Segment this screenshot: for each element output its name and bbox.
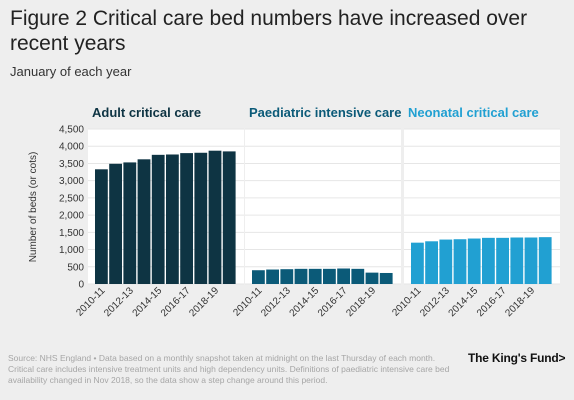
x-tick-label: 2014-15 [131,285,165,319]
source-note: Source: NHS England • Data based on a mo… [8,353,450,385]
x-tick-label: 2014-15 [288,285,322,319]
bar [496,237,509,284]
x-tick-label: 2010-11 [231,285,265,319]
bar [137,159,151,284]
bar [109,163,122,284]
panel-title: Adult critical care [92,105,201,120]
x-tick-label: 2012-13 [102,285,136,319]
bar [379,272,393,284]
bar [151,154,165,284]
bar [453,239,467,284]
bar [411,242,424,284]
x-tick-label: 2012-13 [418,285,452,319]
panel-title: Neonatal critical care [408,105,539,120]
x-tick-label: 2010-11 [390,285,424,319]
bar [510,237,524,284]
y-tick-label: 2,500 [59,193,84,204]
bar [439,239,453,284]
y-axis: 0 500 1,000 1,500 2,000 2,500 3,000 3,500 4,000 4… [59,125,84,291]
bar [323,268,336,284]
x-tick-label: 2018-19 [503,285,537,319]
bar [194,152,208,284]
bar [280,269,294,284]
x-tick-label: 2018-19 [344,285,378,319]
bar [123,162,137,284]
panel-neonatal-critical-care: Neonatal critical care 2010-112012-132014… [390,105,560,319]
y-tick-label: 4,000 [59,142,84,153]
x-tick-label: 2012-13 [259,285,293,319]
plot-background [245,129,401,284]
y-tick-label: 1,500 [59,228,84,239]
chart-title: Figure 2 Critical care bed numbers have … [10,7,528,55]
kings-fund-logo: The King's Fund> [468,351,566,365]
bar [467,238,481,284]
panel-paediatric-intensive-care: Paediatric intensive care2010-112012-132… [231,105,401,319]
bar [180,153,193,284]
bar [538,237,552,284]
bar [252,270,265,284]
x-tick-label: 2016-17 [475,285,509,319]
y-tick-label: 2,000 [59,211,84,222]
bar [95,169,108,284]
panel-adult-critical-care: Adult critical care2010-112012-132014-15… [74,105,244,319]
chart-subtitle: January of each year [10,64,132,79]
y-tick-label: 500 [67,262,84,273]
y-tick-label: 0 [78,280,84,291]
bar [351,268,365,284]
bar [222,151,236,284]
bar [266,269,279,284]
y-tick-label: 4,500 [59,125,84,136]
bar [425,241,438,284]
panel-title: Paediatric intensive care [249,105,401,120]
bar [208,150,222,284]
bar [308,268,322,284]
y-tick-label: 1,000 [59,245,84,256]
bar [524,237,538,284]
x-tick-label: 2016-17 [159,285,193,319]
bar [482,237,495,284]
bar [294,268,308,284]
bar [337,268,350,284]
bar [166,154,179,284]
x-tick-label: 2016-17 [316,285,350,319]
y-tick-label: 3,500 [59,159,84,170]
chart-panels: Adult critical care2010-112012-132014-15… [74,105,560,319]
chart-area: Adult critical care2010-112012-132014-15… [28,105,560,319]
y-axis-label: Number of beds (or cots) [28,152,39,263]
x-tick-label: 2014-15 [447,285,481,319]
y-tick-label: 3,000 [59,176,84,187]
bar [365,272,379,284]
x-tick-label: 2018-19 [187,285,221,319]
